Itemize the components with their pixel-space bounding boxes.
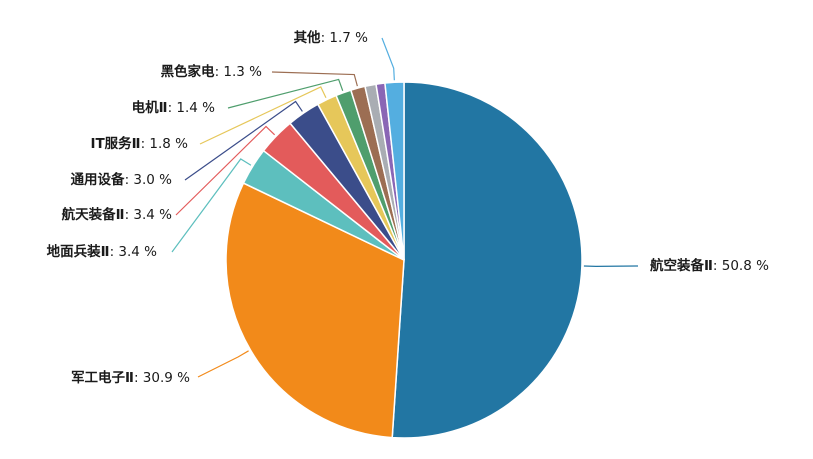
data-label-6: 电机Ⅱ: 1.4 %: [132, 99, 216, 116]
leader-line-3: [175, 125, 276, 216]
leader-line-1: [197, 350, 249, 378]
data-label-7: 黑色家电: 1.3 %: [161, 63, 263, 80]
pie-slices: [225, 81, 583, 439]
pie-slice-1: [225, 182, 405, 439]
data-label-4: 通用设备: 3.0 %: [71, 171, 173, 188]
leader-lines: [171, 37, 639, 378]
leader-line-6: [227, 78, 344, 109]
leader-line-10: [381, 37, 395, 81]
data-label-10: 其他: 1.7 %: [294, 29, 369, 46]
data-label-0: 航空装备Ⅱ: 50.8 %: [650, 257, 769, 274]
leader-line-2: [171, 158, 252, 253]
leader-line-4: [184, 100, 303, 181]
leader-line-7: [271, 71, 358, 87]
leader-line-5: [199, 86, 327, 145]
pie-slice-10: [384, 81, 405, 261]
data-label-3: 航天装备Ⅱ: 3.4 %: [62, 206, 173, 223]
data-label-5: IT服务Ⅱ: 1.8 %: [90, 135, 188, 152]
data-label-2: 地面兵装Ⅱ: 3.4 %: [47, 243, 158, 260]
pie-slice-0: [391, 81, 583, 439]
data-label-1: 军工电子Ⅱ: 30.9 %: [71, 369, 190, 386]
data-labels: 航空装备Ⅱ: 50.8 % 军工电子Ⅱ: 30.9 % 地面兵装Ⅱ: 3.4 % 航天…: [47, 29, 769, 386]
